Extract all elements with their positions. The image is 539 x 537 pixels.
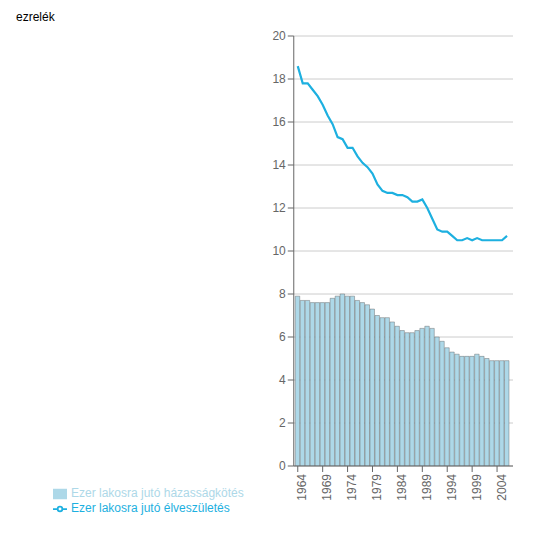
svg-text:1974: 1974 [345, 474, 359, 501]
svg-text:18: 18 [272, 72, 286, 86]
svg-text:1999: 1999 [470, 474, 484, 501]
svg-text:8: 8 [279, 287, 286, 301]
svg-text:1979: 1979 [370, 474, 384, 501]
svg-text:20: 20 [272, 29, 286, 43]
svg-text:1989: 1989 [420, 474, 434, 501]
svg-text:0: 0 [279, 459, 286, 473]
svg-text:12: 12 [272, 201, 286, 215]
svg-text:14: 14 [272, 158, 286, 172]
svg-text:10: 10 [272, 244, 286, 258]
svg-text:1984: 1984 [395, 474, 409, 501]
svg-text:4: 4 [279, 373, 286, 387]
svg-text:2: 2 [279, 416, 286, 430]
html-text:Ezer lakosra jutó élveszületés: Ezer lakosra jutó élveszületés [71, 501, 230, 516]
svg-text:1964: 1964 [295, 474, 309, 501]
html-text:Ezer lakosra jutó házasságköté: Ezer lakosra jutó házasságkötés [71, 486, 244, 501]
svg-text:6: 6 [279, 330, 286, 344]
svg-text:1969: 1969 [320, 474, 334, 501]
svg-text:2004: 2004 [495, 474, 509, 501]
svg-text:1994: 1994 [445, 474, 459, 501]
html-text:ezrelék: ezrelék [16, 10, 55, 24]
svg-text:16: 16 [272, 115, 286, 129]
